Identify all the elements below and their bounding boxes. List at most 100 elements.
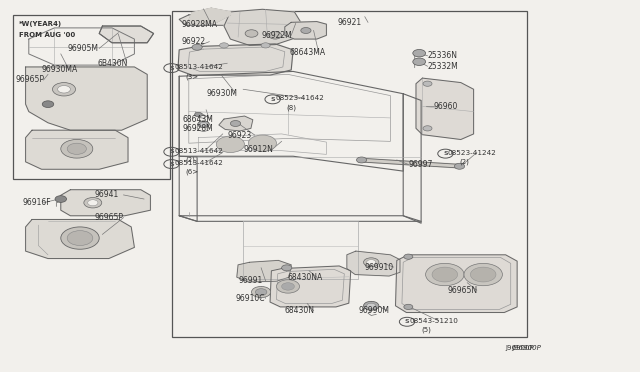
Circle shape [216, 136, 244, 153]
Polygon shape [396, 255, 517, 312]
Text: (6>: (6> [186, 169, 199, 176]
Text: 08543-51210: 08543-51210 [410, 318, 458, 324]
Circle shape [52, 83, 76, 96]
Circle shape [426, 263, 464, 286]
Polygon shape [99, 26, 154, 43]
Circle shape [423, 126, 432, 131]
Bar [13, 15, 170, 179]
Circle shape [432, 267, 458, 282]
Circle shape [367, 260, 376, 265]
Text: 96928MA: 96928MA [182, 20, 218, 29]
Text: 969910: 969910 [365, 263, 394, 272]
Text: 96965P: 96965P [16, 76, 45, 84]
Circle shape [413, 49, 426, 57]
Circle shape [195, 112, 202, 117]
Circle shape [404, 254, 413, 259]
Circle shape [464, 263, 502, 286]
Polygon shape [403, 94, 421, 223]
Text: 96960: 96960 [434, 102, 458, 111]
Text: (2): (2) [460, 158, 469, 165]
Circle shape [88, 200, 98, 206]
Polygon shape [26, 219, 134, 259]
Text: (8): (8) [287, 104, 297, 111]
Polygon shape [61, 190, 150, 216]
Text: (2): (2) [186, 157, 195, 163]
Text: 68430N: 68430N [285, 306, 315, 315]
Text: J96900P: J96900P [512, 345, 541, 351]
Text: S: S [270, 97, 275, 102]
Text: 96965P: 96965P [95, 213, 124, 222]
Polygon shape [224, 9, 301, 45]
Circle shape [198, 121, 209, 128]
Circle shape [269, 32, 282, 39]
Text: (5): (5) [421, 327, 431, 333]
Text: S: S [169, 149, 174, 154]
Polygon shape [416, 78, 474, 140]
Text: 6B430N: 6B430N [98, 59, 128, 68]
Text: 08513-41642: 08513-41642 [174, 148, 223, 154]
Polygon shape [285, 22, 326, 39]
Circle shape [282, 283, 294, 290]
Polygon shape [26, 67, 147, 130]
Text: 96997: 96997 [408, 160, 433, 169]
Text: 96922M: 96922M [261, 31, 292, 40]
Polygon shape [178, 44, 293, 75]
Circle shape [67, 143, 86, 154]
Text: *W(YEAR4): *W(YEAR4) [19, 21, 62, 27]
Polygon shape [179, 216, 421, 221]
Circle shape [282, 265, 292, 271]
Text: 96928M: 96928M [182, 124, 213, 133]
Polygon shape [347, 251, 400, 276]
Polygon shape [219, 116, 253, 131]
Text: 96965N: 96965N [448, 286, 478, 295]
Circle shape [364, 258, 379, 267]
Circle shape [301, 28, 311, 33]
Circle shape [220, 43, 228, 48]
Text: (3>: (3> [186, 73, 199, 80]
Text: 96930MA: 96930MA [42, 65, 78, 74]
Circle shape [61, 140, 93, 158]
Text: 96991: 96991 [238, 276, 262, 285]
Polygon shape [179, 71, 403, 171]
Text: 08513-41642: 08513-41642 [174, 160, 223, 166]
Text: S: S [404, 319, 410, 324]
Circle shape [261, 43, 270, 48]
Text: 25336N: 25336N [428, 51, 458, 60]
Text: 96921: 96921 [338, 18, 362, 27]
Circle shape [413, 58, 426, 65]
Circle shape [55, 196, 67, 202]
Circle shape [248, 135, 276, 151]
Text: 96923: 96923 [227, 131, 252, 140]
Text: 08523-41642: 08523-41642 [275, 95, 324, 101]
Polygon shape [179, 12, 294, 25]
Text: 08523-41242: 08523-41242 [448, 150, 497, 155]
Circle shape [58, 86, 70, 93]
Text: 96922: 96922 [182, 37, 206, 46]
Circle shape [252, 286, 271, 298]
Circle shape [364, 301, 379, 310]
Circle shape [67, 231, 93, 246]
Text: 08513-41642: 08513-41642 [174, 64, 223, 70]
Text: 68430NA: 68430NA [288, 273, 323, 282]
Circle shape [84, 198, 102, 208]
Circle shape [61, 227, 99, 249]
Text: 96990M: 96990M [358, 306, 389, 315]
Circle shape [423, 81, 432, 86]
Polygon shape [270, 266, 351, 307]
Text: 96912N: 96912N [243, 145, 273, 154]
Text: 68643M: 68643M [182, 115, 213, 124]
Text: FROM AUG '00: FROM AUG '00 [19, 32, 76, 38]
Circle shape [367, 303, 376, 308]
Circle shape [454, 163, 465, 169]
Text: 96916F: 96916F [22, 198, 51, 207]
Text: S: S [169, 161, 174, 167]
Text: S: S [169, 65, 174, 71]
Text: J96900P: J96900P [506, 345, 534, 351]
Circle shape [356, 157, 367, 163]
Polygon shape [358, 158, 462, 168]
Circle shape [404, 304, 413, 310]
Circle shape [200, 122, 207, 126]
Text: 68643MA: 68643MA [290, 48, 326, 57]
Polygon shape [179, 76, 197, 221]
Text: 96941: 96941 [95, 190, 119, 199]
